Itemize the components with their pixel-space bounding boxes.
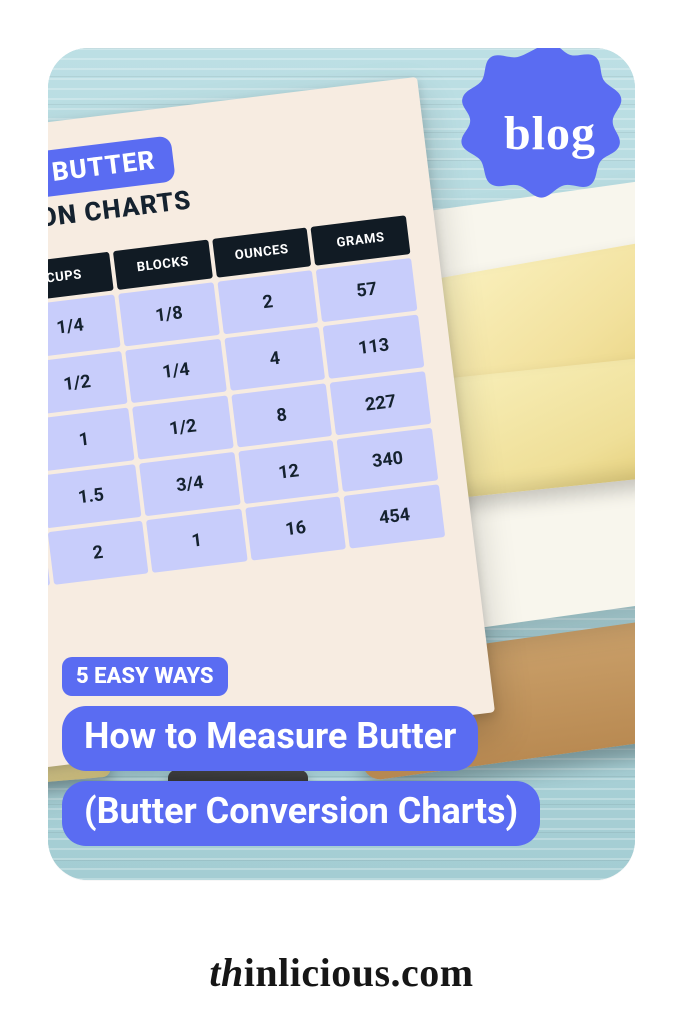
table-header: OUNCES [212,227,312,277]
table-cell: 2 [217,270,318,334]
table-cell: 1 [146,509,247,573]
table-header: BLOCKS [113,240,213,290]
table-cell: 454 [344,484,445,548]
pinterest-card: MEASURE BUTTER CONVERSION CHARTS POONSCU… [48,48,635,880]
table-cell: 4 [224,327,325,391]
table-cell: 1 [48,408,135,472]
brand-tld: .com [391,950,474,995]
blog-badge: blog [455,48,635,228]
conversion-table: POONSCUPSBLOCKSOUNCESGRAMS 41/41/825781/… [48,211,450,602]
table-cell: 1/2 [132,395,233,459]
brand-prefix: th [209,950,243,995]
brand-rest: inlicious [244,950,391,995]
table-cell: 2 [48,521,149,585]
title-block: 5 EASY WAYS How to Measure Butter (Butte… [62,657,621,847]
table-cell: 1/8 [118,282,219,346]
table-cell: 340 [337,428,438,492]
title-line-1: How to Measure Butter [62,706,478,771]
table-cell: 8 [231,383,332,447]
table-header: GRAMS [311,215,411,265]
eyebrow-pill: 5 EASY WAYS [62,657,228,697]
table-cell: 1.5 [48,464,142,528]
table-cell: 1/4 [48,294,121,358]
table-cell: 227 [330,371,431,435]
badge-label: blog [504,106,596,161]
table-cell: 1/2 [48,351,128,415]
table-cell: 3/4 [139,452,240,516]
table-cell: 12 [238,440,339,504]
table-cell: 16 [245,496,346,560]
title-line-2: (Butter Conversion Charts) [62,781,540,846]
brand-footer: thinlicious.com [0,949,683,996]
table-cell: 113 [323,315,424,379]
table-cell: 57 [316,258,417,322]
table-cell: 1/4 [125,339,226,403]
table-header: CUPS [48,252,114,302]
